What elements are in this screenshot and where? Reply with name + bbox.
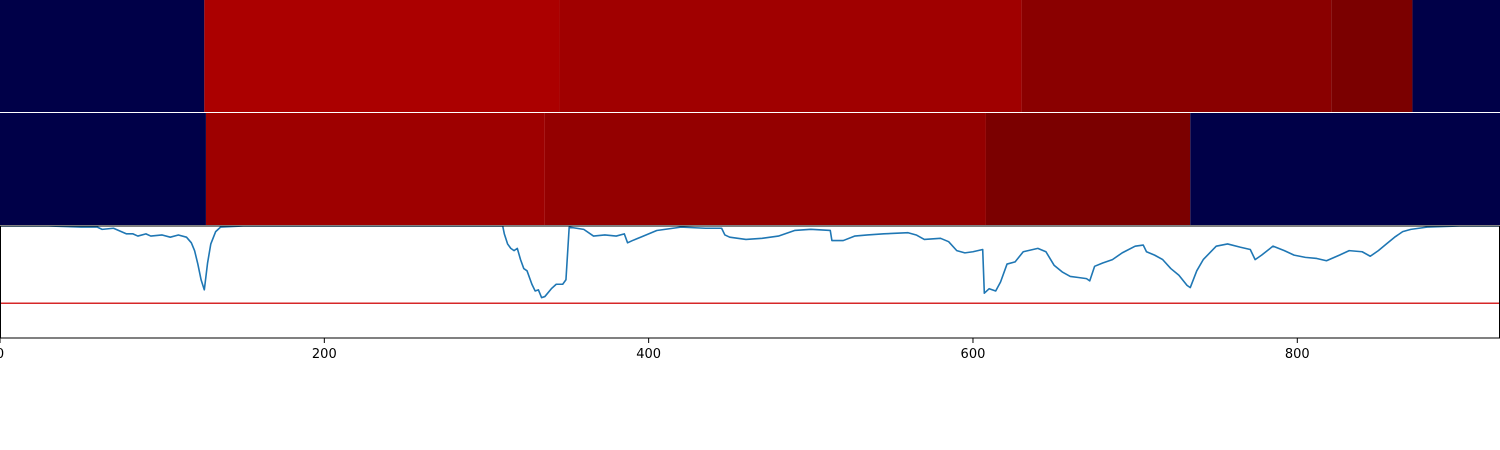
heatmap-row-2 (0, 113, 1500, 225)
heatmap-cell-r1-s2 (204, 0, 560, 112)
heatmap-cell-r2-s5 (1190, 113, 1500, 225)
heatmap-row-1 (0, 0, 1500, 112)
x-tick-label: 400 (636, 347, 661, 362)
heatmap-cell-r1-s1 (0, 0, 205, 112)
heatmap-cell-r2-s2 (205, 113, 545, 225)
x-axis: 0 200 400 600 800 (0, 338, 1310, 362)
heatmap-cell-r2-s4 (985, 113, 1191, 225)
heatmap-cell-r1-s5 (1331, 0, 1413, 112)
heatmap-cell-r2-s1 (0, 113, 206, 225)
x-tick-label: 200 (312, 347, 337, 362)
heatmap-cell-r1-s4 (1021, 0, 1332, 112)
series-line (0, 226, 1500, 299)
heatmap-cell-r1-s3 (559, 0, 1022, 112)
x-tick-label: 0 (0, 347, 4, 362)
plot-frame (0, 225, 1500, 339)
heatmap (0, 0, 1500, 225)
x-tick-label: 600 (961, 347, 986, 362)
heatmap-cell-r2-s3 (544, 113, 986, 225)
heatmap-cell-r1-s6 (1412, 0, 1500, 112)
x-tick-label: 800 (1285, 347, 1310, 362)
